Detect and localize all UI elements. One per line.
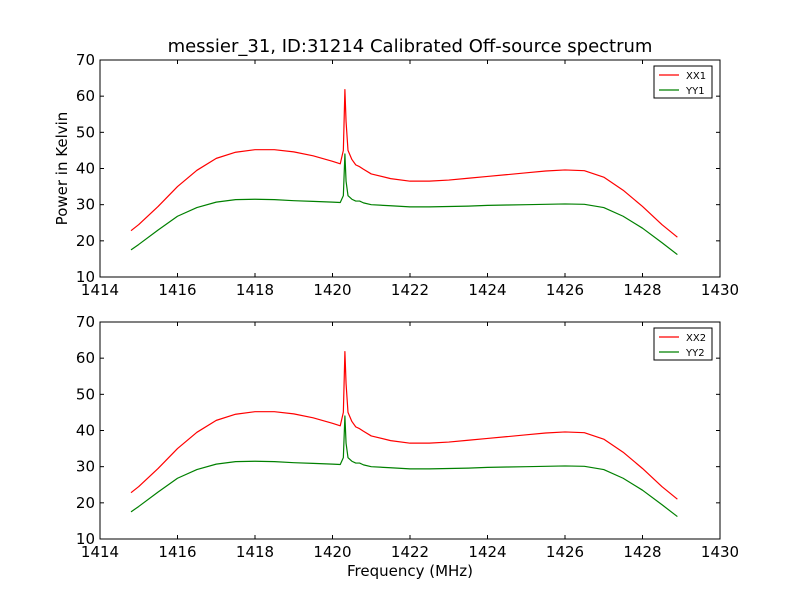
legend-box [653,327,713,361]
y-tick-label: 60 [76,349,95,367]
legend-label-xx2: XX2 [686,333,706,344]
x-tick-label: 1416 [158,281,196,299]
x-tick-label: 1424 [468,543,506,561]
y-tick-label: 20 [76,232,95,250]
y-tick-label: 40 [76,160,95,178]
y-tick-label: 30 [76,196,95,214]
legend-label-yy2: YY2 [685,348,705,359]
x-tick-label: 1422 [391,281,429,299]
x-tick-label: 1428 [623,543,661,561]
chart-panel-top: 1414 1416 1418 1420 1422 1424 1426 1428 1430 10 20… [53,51,739,299]
y-tick-label: 40 [76,422,95,440]
x-axis-label: Frequency (MHz) [347,562,473,580]
y-tick-label: 10 [76,268,95,286]
x-tick-label: 1414 [81,281,119,299]
x-tick-label: 1418 [236,543,274,561]
x-tick-label: 1426 [546,543,584,561]
chart-panel-bottom: 1414 1416 1418 1420 1422 1424 1426 1428 1430 10 20… [76,313,739,580]
y-tick-label: 70 [76,51,95,69]
x-tick-label: 1424 [468,281,506,299]
legend-label-yy1: YY1 [685,86,705,97]
x-tick-label: 1420 [313,543,351,561]
x-tick-label: 1414 [81,543,119,561]
series-line-yy2 [130,415,678,518]
y-tick-label: 10 [76,530,95,548]
x-tick-label: 1416 [158,543,196,561]
x-tick-label: 1426 [546,281,584,299]
y-axis-label: Power in Kelvin [53,112,71,226]
x-tick-label: 1420 [313,281,351,299]
x-tick-label: 1422 [391,543,429,561]
series-line-xx2 [130,351,678,500]
x-tick-label: 1418 [236,281,274,299]
y-tick-label: 50 [76,385,95,403]
x-tick-label: 1430 [701,543,739,561]
y-tick-label: 50 [76,123,95,141]
chart-title: messier_31, ID:31214 Calibrated Off-sour… [168,36,653,57]
x-tick-label: 1430 [701,281,739,299]
x-tick-label: 1428 [623,281,661,299]
legend-box [653,65,713,99]
y-tick-label: 30 [76,458,95,476]
y-tick-label: 60 [76,87,95,105]
legend-label-xx1: XX1 [686,71,706,82]
series-line-yy1 [130,153,678,256]
series-line-xx1 [130,89,678,238]
y-tick-label: 20 [76,494,95,512]
y-tick-label: 70 [76,313,95,331]
